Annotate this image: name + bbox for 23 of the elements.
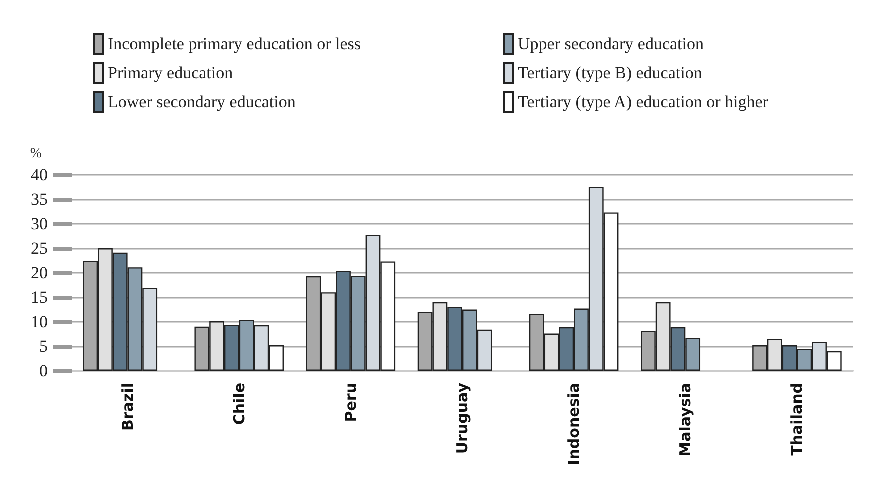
- legend-label: Incomplete primary education or less: [108, 34, 362, 54]
- x-tick-label: Uruguay: [454, 382, 472, 454]
- y-tick-label: 10: [31, 312, 48, 332]
- legend-label: Upper secondary education: [518, 34, 704, 54]
- y-tick-label: 5: [40, 337, 48, 356]
- y-tick-label: 20: [31, 264, 48, 282]
- legend-label: Tertiary (type B) education: [518, 64, 703, 82]
- y-tick-label: 35: [31, 190, 48, 209]
- x-tick-label: Malaysia: [676, 383, 695, 457]
- legend-label: Lower secondary education: [108, 92, 296, 112]
- y-tick-label: 25: [31, 239, 48, 258]
- x-tick-label: Chile: [230, 383, 248, 426]
- x-tick-label: Peru: [342, 383, 360, 422]
- legend-label: Primary education: [108, 64, 234, 82]
- y-tick-label: 40: [31, 166, 48, 184]
- y-tick-label: 15: [31, 288, 48, 307]
- x-tick-label: Thailand: [788, 383, 806, 456]
- legend-label: Tertiary (type A) education or higher: [518, 92, 769, 112]
- x-tick-label: Indonesia: [565, 383, 584, 466]
- y-tick-label: 0: [40, 362, 48, 380]
- y-tick-label: 30: [31, 214, 48, 234]
- x-tick-label: Brazil: [118, 383, 137, 431]
- y-axis-title: %: [30, 146, 42, 162]
